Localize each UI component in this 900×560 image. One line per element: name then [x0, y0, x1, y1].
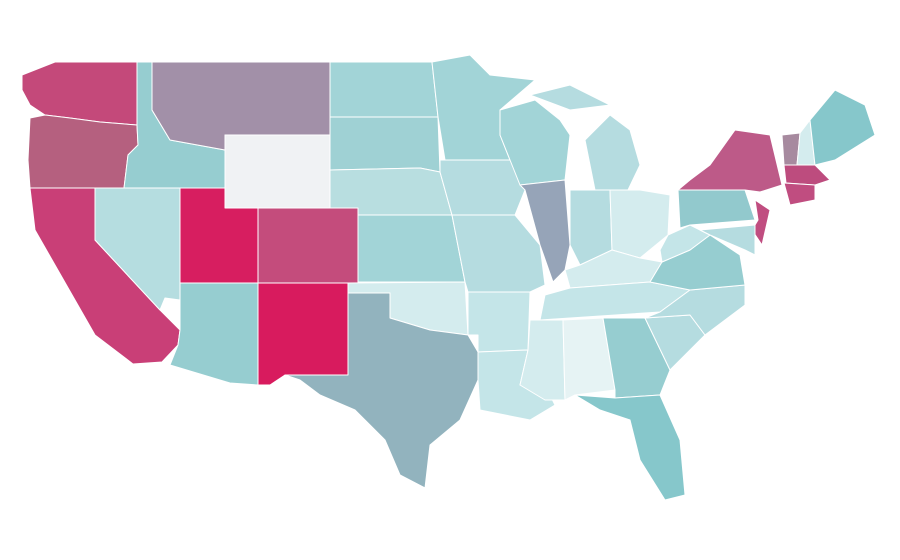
state — [574, 394, 686, 501]
state — [809, 89, 876, 166]
state — [329, 61, 439, 118]
state — [783, 182, 816, 206]
state — [257, 207, 359, 284]
state — [284, 292, 479, 489]
state — [467, 291, 531, 353]
state — [257, 282, 349, 386]
state — [529, 84, 611, 111]
state — [699, 224, 756, 256]
state — [783, 164, 831, 186]
state — [329, 167, 453, 216]
state — [21, 61, 138, 126]
state — [519, 179, 571, 283]
state — [329, 116, 441, 173]
state — [451, 214, 546, 293]
state — [169, 282, 259, 386]
state — [677, 129, 783, 193]
state — [562, 317, 616, 401]
states — [21, 54, 876, 501]
state — [224, 134, 331, 209]
state — [357, 214, 466, 283]
state — [27, 114, 139, 189]
state — [677, 189, 756, 229]
state — [751, 199, 771, 246]
state — [439, 159, 526, 216]
state — [584, 114, 641, 191]
